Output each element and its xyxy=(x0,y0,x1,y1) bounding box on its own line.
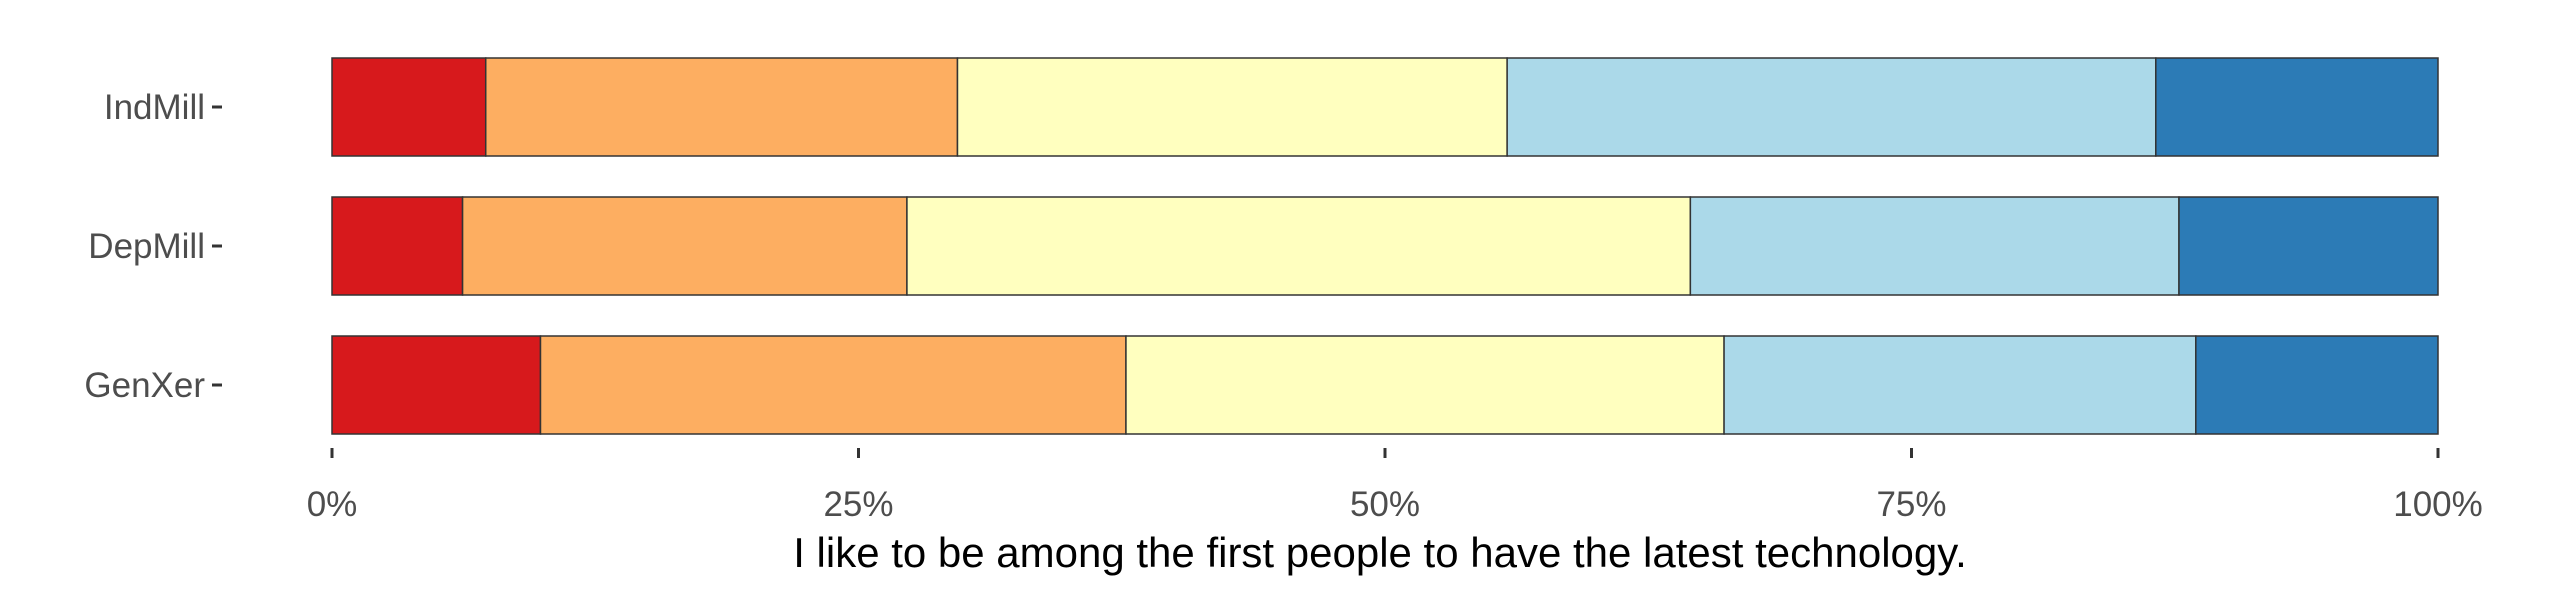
x-tick-label: 50% xyxy=(1350,485,1420,524)
x-tick-label: 25% xyxy=(823,485,893,524)
bar-segment-genxer-3 xyxy=(1125,335,1725,435)
bar-segment-genxer-2 xyxy=(539,335,1127,435)
bar-segment-genxer-4 xyxy=(1723,335,2197,435)
bar-segment-indmill-1 xyxy=(331,57,487,157)
bar-segment-genxer-1 xyxy=(331,335,542,435)
bar-segment-depmill-2 xyxy=(461,196,908,296)
y-tick-label: GenXer xyxy=(84,366,205,405)
x-tick-label: 100% xyxy=(2393,485,2483,524)
y-tick-label: IndMill xyxy=(104,88,205,127)
bar-segment-indmill-2 xyxy=(484,57,959,157)
bar-segment-indmill-3 xyxy=(956,57,1508,157)
x-tick-label: 75% xyxy=(1876,485,1946,524)
bar-segment-indmill-4 xyxy=(1506,57,2157,157)
bar-segment-genxer-5 xyxy=(2195,335,2439,435)
bar-segment-indmill-5 xyxy=(2155,57,2439,157)
x-axis-label: I like to be among the first people to h… xyxy=(793,529,1967,576)
y-tick-label: DepMill xyxy=(88,227,205,266)
bar-segment-depmill-5 xyxy=(2178,196,2439,296)
bars-layer xyxy=(331,57,2439,435)
x-axis: 0% 25% 50% 75% 100% xyxy=(307,448,2483,524)
bar-segment-depmill-3 xyxy=(906,196,1692,296)
bar-segment-depmill-4 xyxy=(1689,196,2180,296)
bar-segment-depmill-1 xyxy=(331,196,464,296)
x-tick-label: 0% xyxy=(307,485,358,524)
y-axis: IndMill DepMill GenXer xyxy=(84,88,222,405)
